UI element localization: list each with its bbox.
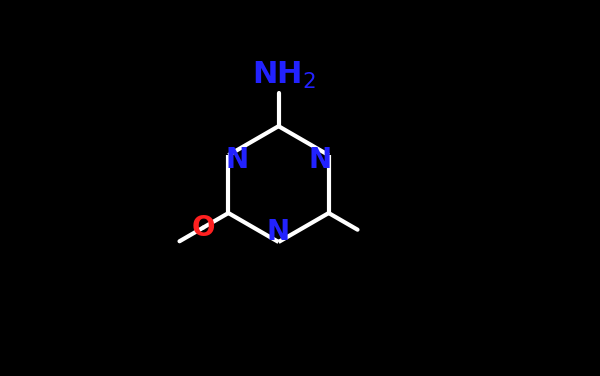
Text: N: N bbox=[308, 146, 331, 174]
Text: N: N bbox=[267, 218, 290, 246]
Text: N: N bbox=[226, 146, 249, 174]
Text: NH$_2$: NH$_2$ bbox=[252, 59, 316, 91]
Text: O: O bbox=[191, 214, 215, 241]
